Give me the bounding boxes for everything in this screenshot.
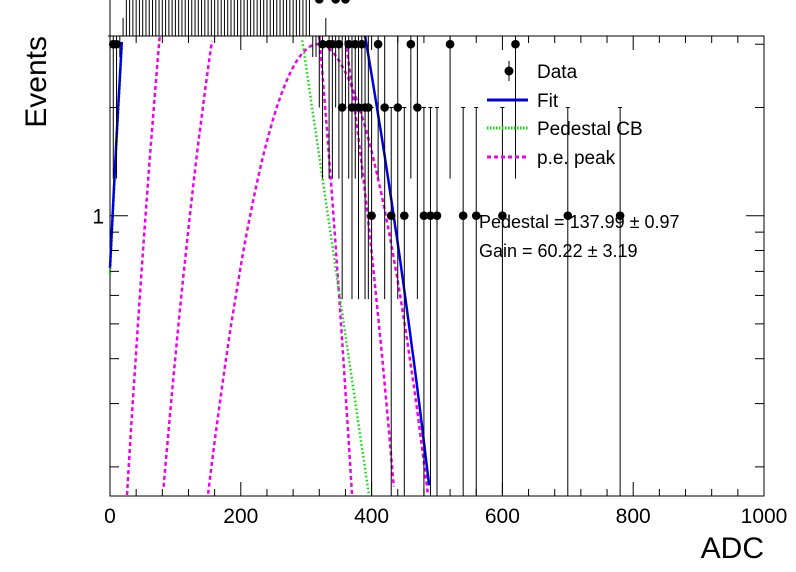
fit-curve xyxy=(108,35,431,486)
pedestal-annotation: Pedestal = 137.99 ± 0.97 xyxy=(479,212,680,232)
data-point xyxy=(413,103,422,112)
legend-label-fit: Fit xyxy=(537,91,559,112)
legend-label-data: Data xyxy=(537,62,578,83)
data-point xyxy=(344,39,354,49)
data-point xyxy=(331,0,340,4)
legend-item-pedestal: Pedestal CB xyxy=(487,119,643,140)
data-point xyxy=(357,39,367,49)
data-point xyxy=(347,103,357,112)
legend-item-data: Data xyxy=(504,61,578,83)
data-point xyxy=(393,103,403,112)
x-tick-label: 600 xyxy=(485,505,520,528)
data-point xyxy=(364,103,373,112)
data-point xyxy=(315,0,324,4)
data-point xyxy=(350,39,360,49)
y-axis-label: Events xyxy=(20,36,53,128)
data-point xyxy=(563,211,573,220)
data-point xyxy=(426,211,435,220)
data-point xyxy=(406,39,416,49)
x-tick-label: 0 xyxy=(104,505,116,528)
data-point xyxy=(419,211,429,220)
x-tick-label: 200 xyxy=(223,505,258,528)
data-point xyxy=(432,211,442,220)
pe-peak-curve-3 xyxy=(206,42,430,494)
pe-peak-curve-2 xyxy=(162,40,396,487)
legend: Data Fit Pedestal CB p.e. peak xyxy=(487,61,643,169)
gain-annotation: Gain = 60.22 ± 3.19 xyxy=(479,241,638,261)
legend-item-pe-peak: p.e. peak xyxy=(487,148,616,169)
data-point xyxy=(334,39,344,49)
data-point xyxy=(498,211,507,220)
data-point xyxy=(400,211,409,220)
data-point xyxy=(328,39,337,49)
data-point xyxy=(511,39,520,49)
data-point xyxy=(337,103,347,112)
y-tick-label: 1 xyxy=(92,206,104,229)
x-tick-label: 800 xyxy=(616,505,651,528)
pe-peak-curve-1 xyxy=(125,35,354,496)
legend-label-pe-peak: p.e. peak xyxy=(537,148,616,169)
axes: 02004006008001000110102 xyxy=(92,36,788,528)
data-point xyxy=(380,103,389,112)
data-point xyxy=(471,211,481,220)
data-point xyxy=(373,39,383,49)
legend-marker-data xyxy=(504,66,514,76)
data-point xyxy=(458,211,468,220)
data-points xyxy=(108,0,625,496)
data-point xyxy=(386,211,396,220)
x-axis-label: ADC xyxy=(701,532,764,565)
data-point xyxy=(367,211,376,220)
data-point xyxy=(445,39,455,49)
x-tick-label: 1000 xyxy=(741,505,788,528)
data-point xyxy=(318,39,327,49)
fit-curves xyxy=(108,35,431,496)
legend-label-pedestal: Pedestal CB xyxy=(537,119,643,140)
data-point xyxy=(354,103,363,112)
data-point xyxy=(341,0,350,4)
legend-item-fit: Fit xyxy=(487,91,559,112)
data-point xyxy=(615,211,625,220)
x-tick-label: 400 xyxy=(354,505,389,528)
